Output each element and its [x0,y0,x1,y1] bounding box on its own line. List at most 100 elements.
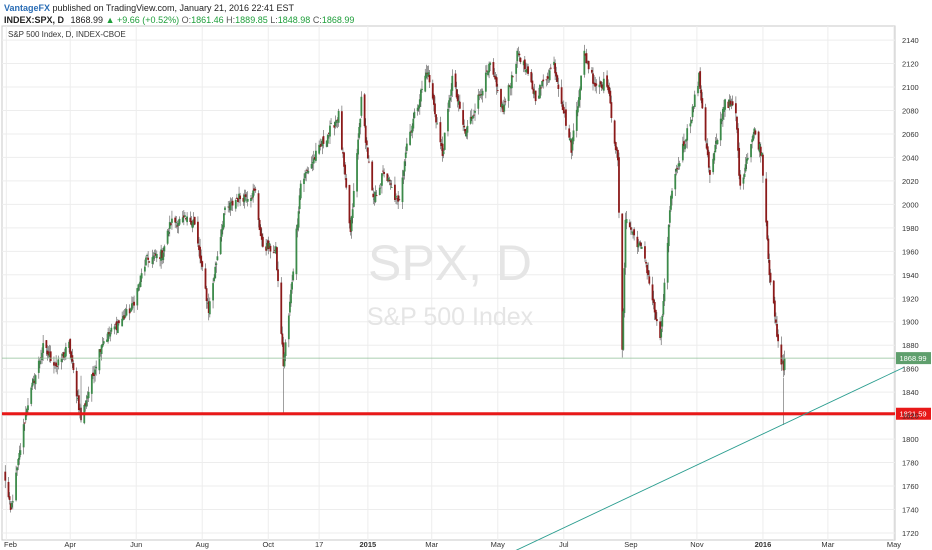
author-link[interactable]: VantageFX [4,3,51,13]
candle-body [297,211,300,228]
candle-body [140,273,143,279]
candle-body [101,343,104,347]
candle-body [343,152,345,167]
candle-body [473,114,475,116]
candle-body [560,87,563,104]
candle-body [509,86,512,89]
candle-body [24,412,27,421]
candle-body [610,102,613,119]
candle-body [510,75,513,89]
candle-body [464,128,467,134]
candle-body [163,246,166,252]
candle-body [15,472,17,501]
candle-body [698,72,700,86]
candle-body [632,231,634,235]
candle-body [22,424,25,448]
candle-body [563,111,566,113]
candle-body [428,75,431,83]
published-text: published on TradingView.com, January 21… [52,3,295,13]
candle-body [744,164,747,172]
candle-body [783,358,786,371]
candle-body [162,252,165,261]
candle-body [447,108,449,132]
y-tick-label: 2140 [902,36,919,45]
candle-body [580,75,582,90]
candle-body [739,174,742,186]
candle-body [9,503,12,510]
candle-body [454,73,457,88]
candle-body [298,195,301,210]
candle-body [364,125,367,143]
candle-body [201,261,204,267]
chart-title: S&P 500 Index, D, INDEX-CBOE [8,30,126,39]
price-axis[interactable]: 1720 1740 1760 1780 1800 1820 1840 1860 1880 1900… [902,36,919,538]
candle-body [451,75,454,91]
candle-body [640,246,643,249]
candle-body [457,100,460,105]
candle-body [699,71,702,89]
candle-body [224,207,226,210]
candle-body [565,109,567,126]
candle-body [769,272,772,283]
y-tick-label: 2120 [902,60,919,69]
candle-body [75,370,78,397]
candle-body [545,79,548,81]
candle-body [427,72,430,77]
candle-body [684,144,686,150]
candle-body [128,308,131,314]
high-value: 1889.85 [235,15,268,25]
candle-body [648,276,651,284]
candle-body [106,339,108,342]
candle-body [122,315,125,321]
candle-body [57,359,60,366]
candle-body [585,53,588,64]
candle-body [469,116,472,124]
candle-body [114,323,117,325]
candle-body [133,301,135,306]
candle-body [200,255,203,264]
candle-body [502,105,505,113]
trend-line[interactable] [503,367,904,550]
candle-body [600,84,603,88]
candle-body [40,357,42,359]
candle-body [76,398,79,400]
candle-body [750,144,752,158]
candle-body [762,154,764,176]
x-tick-label: Jul [559,540,569,549]
candle-body [752,134,755,141]
candle-body [90,374,93,394]
close-value: 1868.99 [321,15,355,25]
candle-body [515,63,518,74]
candle-body [424,75,427,92]
candle-body [227,206,230,208]
candle-body [242,197,245,202]
candle-body [320,143,323,147]
candle-body [143,266,146,272]
candle-body [32,379,35,384]
candle-body [409,131,411,145]
candle-body [239,195,242,200]
candle-body [480,93,483,95]
candle-body [548,70,551,81]
candle-body [290,289,292,304]
candle-body [10,502,13,508]
low-value: 1848.98 [277,15,311,25]
candle-body [606,75,608,87]
candle-body [342,152,344,154]
candle-body [197,221,199,244]
candle-body [456,93,459,102]
candle-body [110,327,113,332]
candle-body [311,162,314,164]
candle-body [607,85,610,91]
candle-body [661,315,664,327]
candle-body [272,252,275,254]
y-tick-label: 2000 [902,200,919,209]
candle-body [335,120,338,123]
candle-body [721,108,724,120]
candle-body [670,196,672,210]
candle-body [701,98,704,109]
publish-line: VantageFX published on TradingView.com, … [4,2,354,14]
candle-body [719,118,722,141]
time-axis[interactable]: Feb Apr Jun Aug Oct 17 2015 Mar May Jul Sep Nov 2016… [4,540,901,549]
